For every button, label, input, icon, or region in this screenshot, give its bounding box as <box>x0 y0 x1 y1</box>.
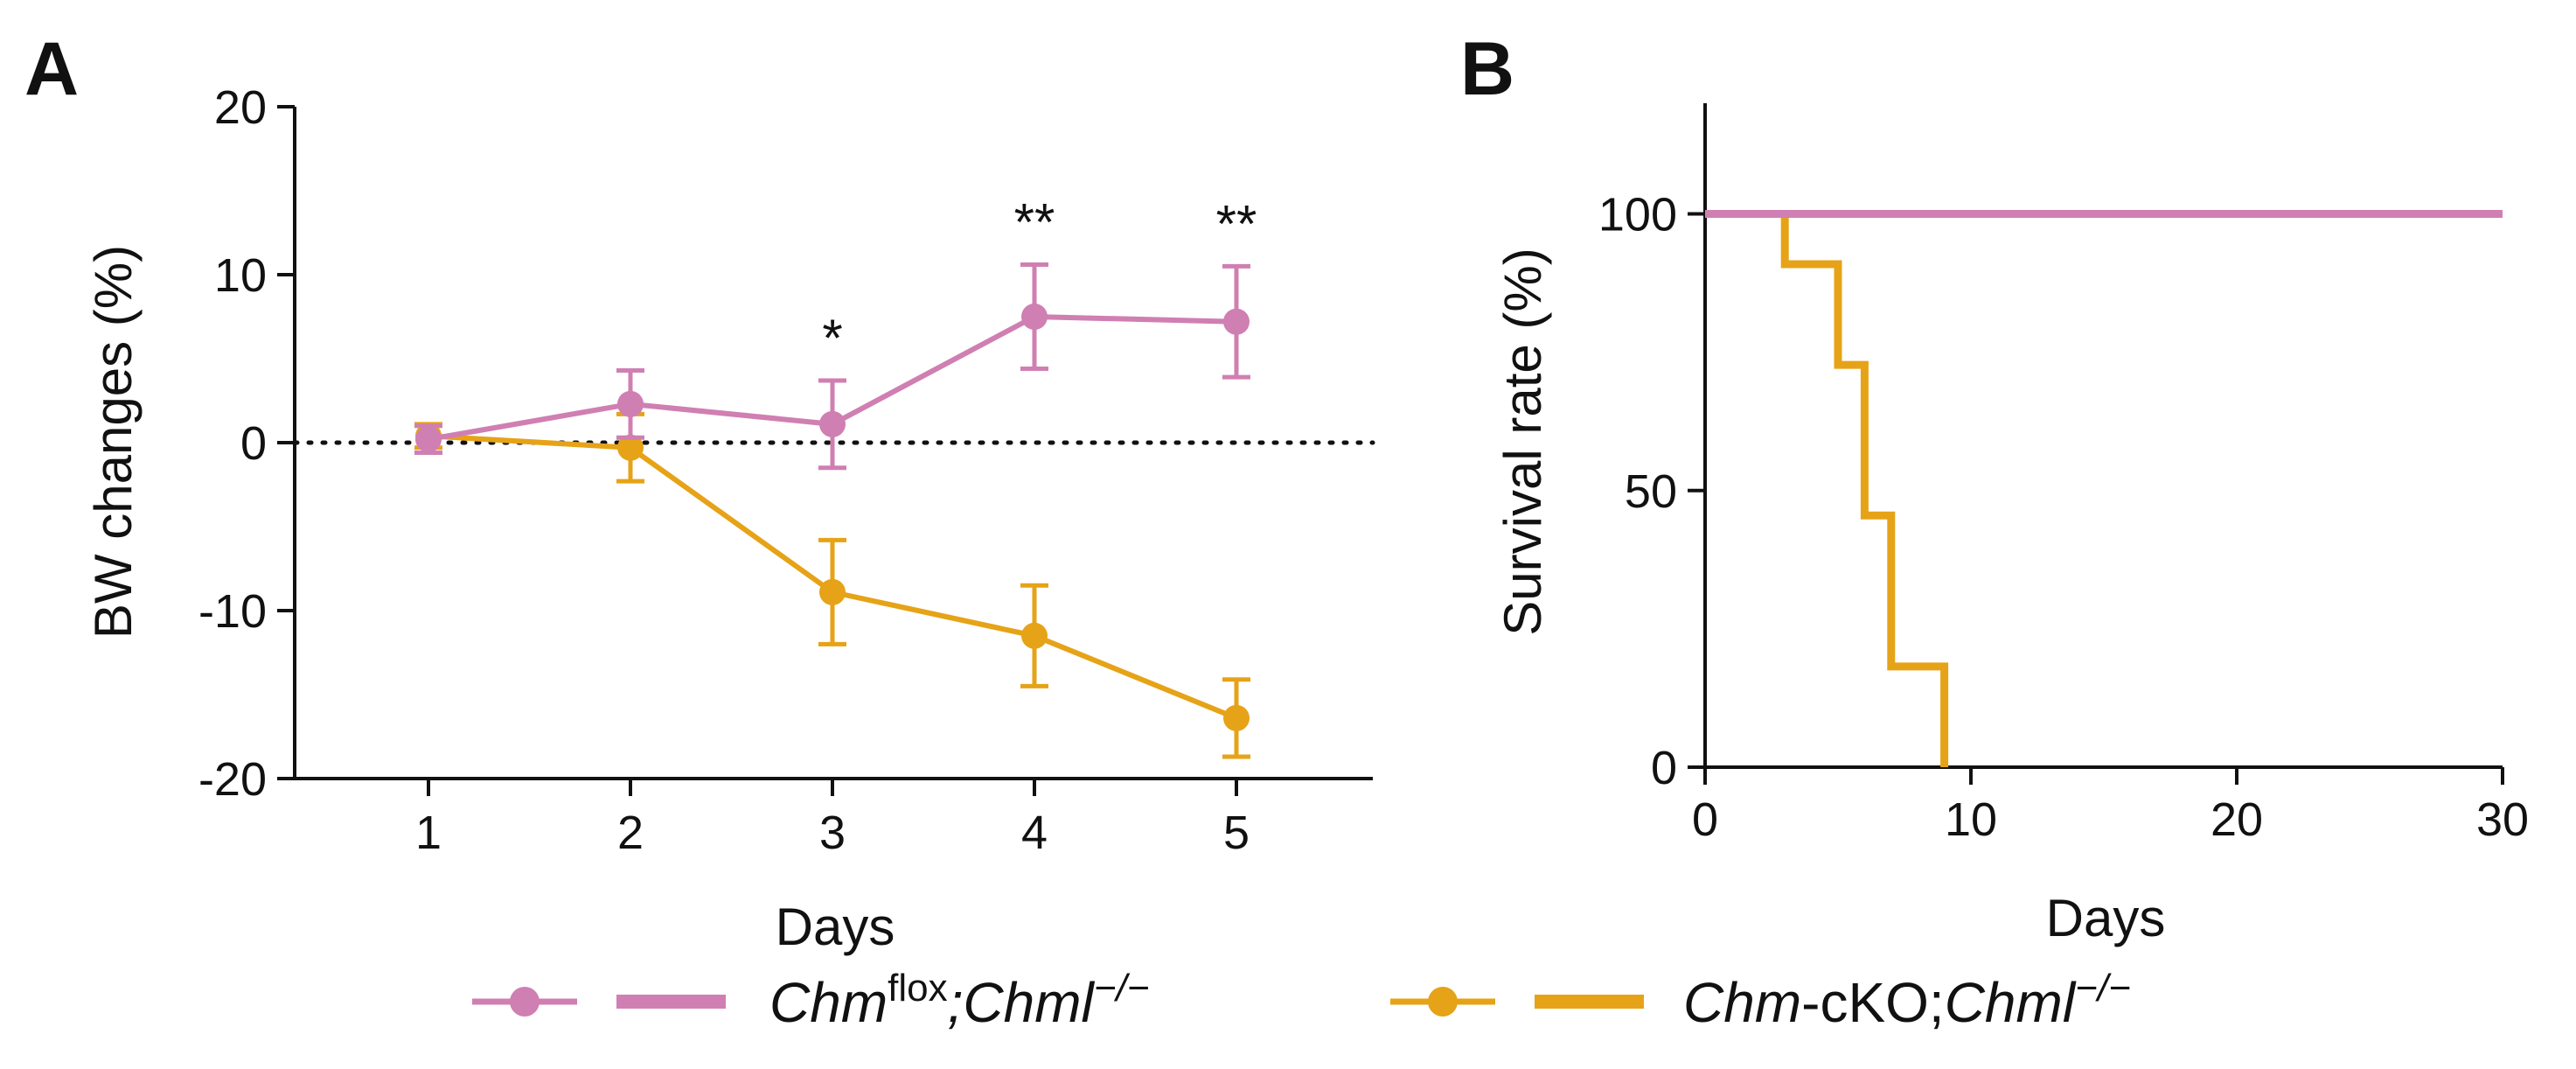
panel-b: B 100 50 0 0 10 20 30 Survival rate (%) Days <box>1460 27 2529 947</box>
b-x-tick-label: 10 <box>1945 793 1997 846</box>
legend-cko-dot <box>1428 987 1458 1017</box>
a-data-point <box>819 578 846 605</box>
b-y-tick-label: 50 <box>1625 465 1677 518</box>
a-data-point <box>415 426 442 453</box>
b-x-tick-label: 0 <box>1692 793 1718 846</box>
legend-item-cko: Chm-cKO;Chml−/− <box>1390 967 2131 1034</box>
a-y-tick-label: 10 <box>214 249 267 302</box>
legend-item-control: Chmflox;Chml−/− <box>472 967 1149 1034</box>
a-y-tick-label: -10 <box>198 585 267 638</box>
a-data-point <box>1021 304 1048 330</box>
b-x-ticks: 0 10 20 30 <box>1692 767 2529 846</box>
a-significance-marks: *** ** <box>822 192 1257 367</box>
a-data-point <box>1021 622 1048 649</box>
b-y-tick-label: 100 <box>1598 189 1677 241</box>
a-x-tick-label: 2 <box>617 807 644 859</box>
legend-control-dot <box>510 987 540 1017</box>
panel-letter-a: A <box>24 27 79 111</box>
legend-cko-bar <box>1535 995 1644 1009</box>
a-x-tick-label: 5 <box>1223 807 1250 859</box>
b-x-axis-title: Days <box>2046 889 2166 947</box>
legend: Chmflox;Chml−/− Chm-cKO;Chml−/− <box>472 967 2131 1034</box>
a-data-point <box>1223 704 1250 731</box>
b-x-tick-label: 20 <box>2210 793 2263 846</box>
a-x-tick-label: 4 <box>1021 807 1048 859</box>
a-y-tick-label: 20 <box>214 81 267 134</box>
b-series <box>1705 210 2503 767</box>
b-y-ticks: 100 50 0 <box>1598 189 1705 794</box>
a-y-axis-title: BW changes (%) <box>84 245 143 639</box>
significance-mark: * <box>822 309 842 367</box>
a-series-control <box>414 262 1250 471</box>
a-x-tick-label: 3 <box>819 807 846 859</box>
a-data-point <box>617 390 644 417</box>
legend-control-label: Chmflox;Chml−/− <box>769 967 1149 1034</box>
b-y-axis-title: Survival rate (%) <box>1493 248 1552 635</box>
a-x-ticks: 1 2 3 4 5 <box>415 779 1250 859</box>
legend-cko-label: Chm-cKO;Chml−/− <box>1683 967 2131 1034</box>
legend-control-bar <box>616 995 726 1009</box>
a-y-tick-label: 0 <box>240 417 267 470</box>
a-y-ticks: 20 10 0 -10 -20 <box>198 81 295 806</box>
a-data-point <box>819 410 846 437</box>
b-y-tick-label: 0 <box>1651 742 1677 794</box>
a-data-point <box>617 434 644 461</box>
a-y-tick-label: -20 <box>198 753 267 806</box>
a-series <box>414 262 1250 759</box>
b-axes <box>1703 103 2503 769</box>
b-x-tick-label: 30 <box>2476 793 2529 846</box>
a-x-tick-label: 1 <box>415 807 442 859</box>
significance-mark: ** <box>1216 194 1257 253</box>
a-data-point <box>1223 308 1250 335</box>
panel-letter-b: B <box>1460 27 1514 111</box>
significance-mark: ** <box>1014 192 1055 251</box>
a-x-axis-title: Days <box>776 898 895 956</box>
b-survival-curve-cko <box>1705 210 1949 767</box>
